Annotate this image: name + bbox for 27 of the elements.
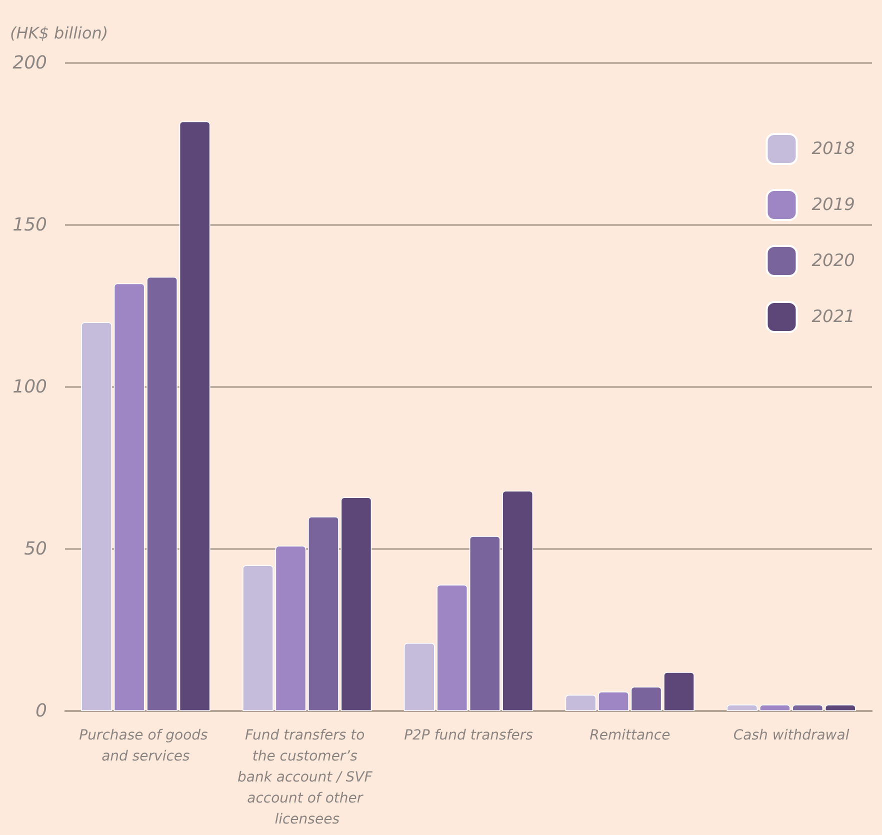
legend-label: 2021: [812, 307, 855, 327]
legend-label: 2018: [812, 139, 856, 159]
x-tick-label: Remittance: [590, 728, 670, 744]
bar: [242, 565, 274, 711]
y-tick-label: 200: [12, 52, 47, 74]
bar: [308, 516, 339, 711]
bar: [81, 322, 112, 711]
x-tick-label: P2P fund transfers: [404, 728, 533, 744]
y-tick-label: 150: [12, 214, 47, 236]
bar: [598, 692, 629, 711]
y-axis-title: (HK$ billion): [10, 24, 108, 42]
bar: [726, 704, 758, 711]
bar: [340, 497, 372, 711]
y-tick-label: 50: [24, 538, 47, 560]
bar: [664, 672, 694, 711]
x-tick-label: Cash withdrawal: [733, 728, 850, 744]
bar: [565, 694, 596, 711]
legend-label: 2020: [812, 251, 855, 271]
bar: [179, 121, 210, 711]
legend-label: 2019: [812, 195, 855, 215]
y-tick-label: 100: [12, 376, 47, 398]
bar: [824, 704, 856, 711]
y-tick-label: 0: [36, 700, 47, 722]
bar: [630, 686, 662, 711]
x-tick-label: Fund transfers to the customer’s bank account / SVF account of other licensees: [237, 728, 377, 828]
x-tick-label: Purchase of goods and services: [79, 728, 212, 764]
bar: [275, 546, 306, 711]
